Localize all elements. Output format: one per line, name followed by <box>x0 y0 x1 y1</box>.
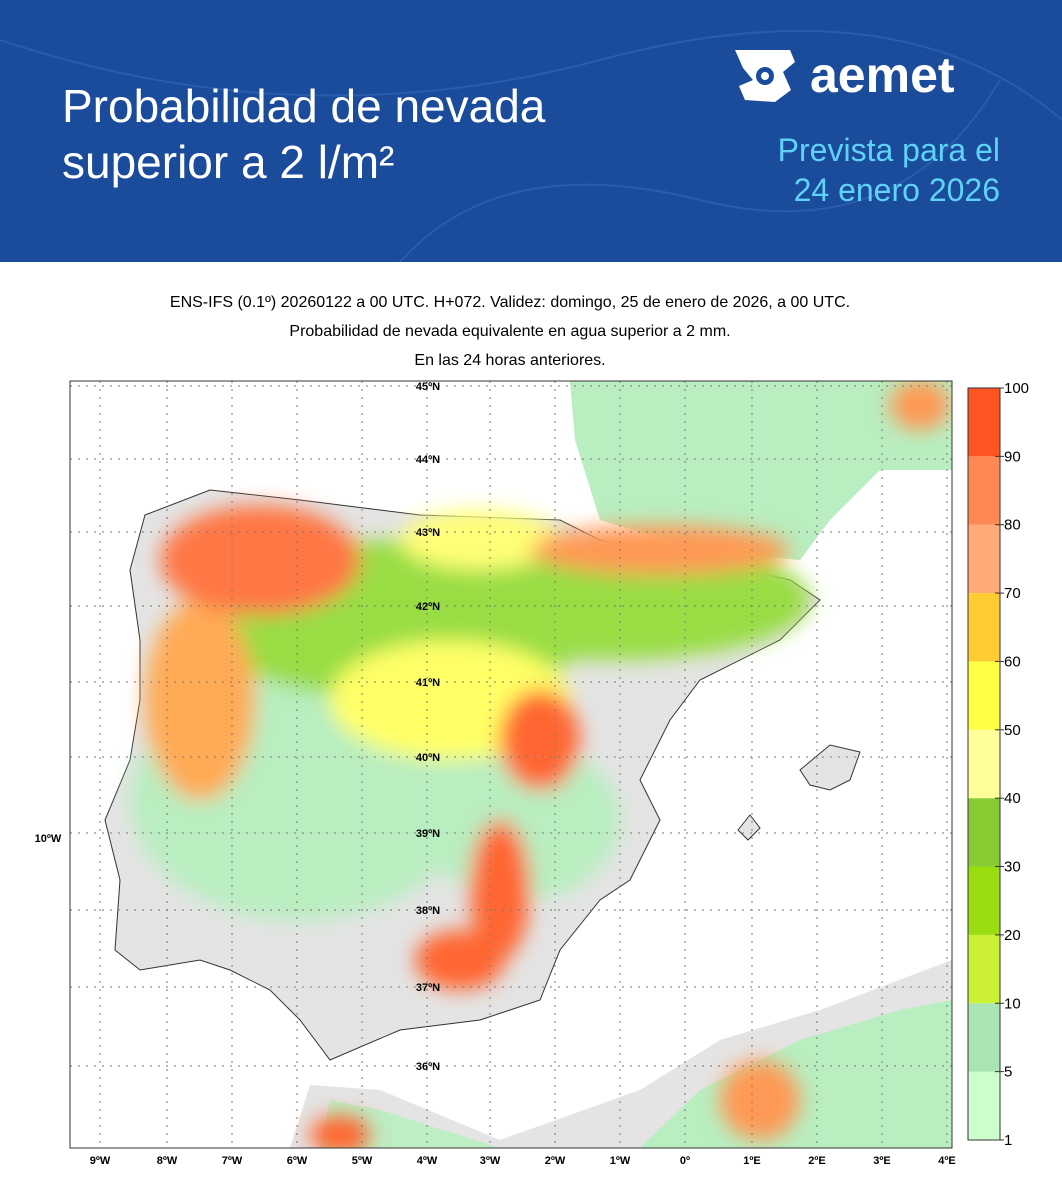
lon-label: 1ºE <box>743 1155 760 1167</box>
lon-label: 4ºW <box>417 1155 438 1167</box>
legend-frame <box>967 387 1001 1141</box>
lat-label: 37ºN <box>416 982 440 994</box>
legend-tick-label: 20 <box>1004 927 1021 944</box>
lon-label: 0º <box>680 1155 690 1167</box>
subtitle-line: Prevista para el <box>777 132 1000 168</box>
lat-label: 42ºN <box>416 601 440 613</box>
lon-label: 3ºE <box>873 1155 890 1167</box>
lat-label: 40ºN <box>416 752 440 764</box>
legend-swatch <box>968 1071 1000 1140</box>
lon-label: 1ºW <box>610 1155 631 1167</box>
legend-swatch <box>968 593 1000 662</box>
lat-label: 39ºN <box>416 828 440 840</box>
legend-swatch <box>968 729 1000 799</box>
map-panel: ENS-IFS (0.1º) 20260122 a 00 UTC. H+072.… <box>35 294 1029 1167</box>
lat-label: 43ºN <box>416 527 440 539</box>
lon-label: 4ºE <box>938 1155 955 1167</box>
legend-tick-label: 90 <box>1004 448 1021 465</box>
legend-tick-label: 10 <box>1004 995 1021 1012</box>
legend-swatch <box>968 456 1000 525</box>
map-frame <box>69 380 953 1149</box>
subtitle: Prevista para el 24 enero 2026 <box>778 130 1000 210</box>
title: Probabilidad de nevada superior a 2 l/m² <box>62 78 545 190</box>
lon-label: 8ºW <box>157 1155 178 1167</box>
map-area <box>70 381 952 1148</box>
legend-swatch <box>968 934 1000 1004</box>
lat-label: 45ºN <box>416 381 440 393</box>
caption: ENS-IFS (0.1º) 20260122 a 00 UTC. H+072.… <box>170 294 850 311</box>
title-line: superior a 2 l/m² <box>62 136 395 188</box>
legend-tick-label: 30 <box>1004 859 1021 876</box>
lat-label: 41ºN <box>416 677 440 689</box>
legend-tick-label: 60 <box>1004 653 1021 670</box>
lat-label: 38ºN <box>416 905 440 917</box>
lat-label: 44ºN <box>416 454 440 466</box>
legend-swatch <box>968 798 1000 867</box>
legend-tick-label: 40 <box>1004 790 1021 807</box>
header: Probabilidad de nevada superior a 2 l/m²… <box>0 0 1062 262</box>
legend-tick-label: 80 <box>1004 517 1021 534</box>
lon-label: 7ºW <box>222 1155 243 1167</box>
lon-label: 2ºW <box>545 1155 566 1167</box>
lon-label: 6ºW <box>287 1155 308 1167</box>
legend-swatch <box>968 524 1000 594</box>
caption: En las 24 horas anteriores. <box>414 352 605 369</box>
lon-label: 10ºW <box>35 833 62 845</box>
brand: aemet <box>810 47 955 103</box>
legend-swatch <box>968 866 1000 935</box>
legend-swatch <box>968 1003 1000 1072</box>
legend-tick-label: 70 <box>1004 585 1021 602</box>
legend-tick-label: 5 <box>1004 1064 1012 1081</box>
legend-tick-label: 1 <box>1004 1132 1012 1149</box>
legend-tick-label: 50 <box>1004 722 1021 739</box>
lon-label: 9ºW <box>90 1155 111 1167</box>
subtitle-line: 24 enero 2026 <box>793 172 1000 208</box>
lat-label: 36ºN <box>416 1061 440 1073</box>
legend-swatch <box>968 661 1000 730</box>
lon-label: 3ºW <box>480 1155 501 1167</box>
lon-label: 2ºE <box>808 1155 825 1167</box>
header-decor <box>0 29 1062 262</box>
lon-label: 5ºW <box>352 1155 373 1167</box>
legend-swatch <box>968 388 1000 457</box>
legend-tick-label: 100 <box>1004 380 1029 397</box>
title-line: Probabilidad de nevada <box>62 80 546 132</box>
caption: Probabilidad de nevada equivalente en ag… <box>289 323 730 340</box>
